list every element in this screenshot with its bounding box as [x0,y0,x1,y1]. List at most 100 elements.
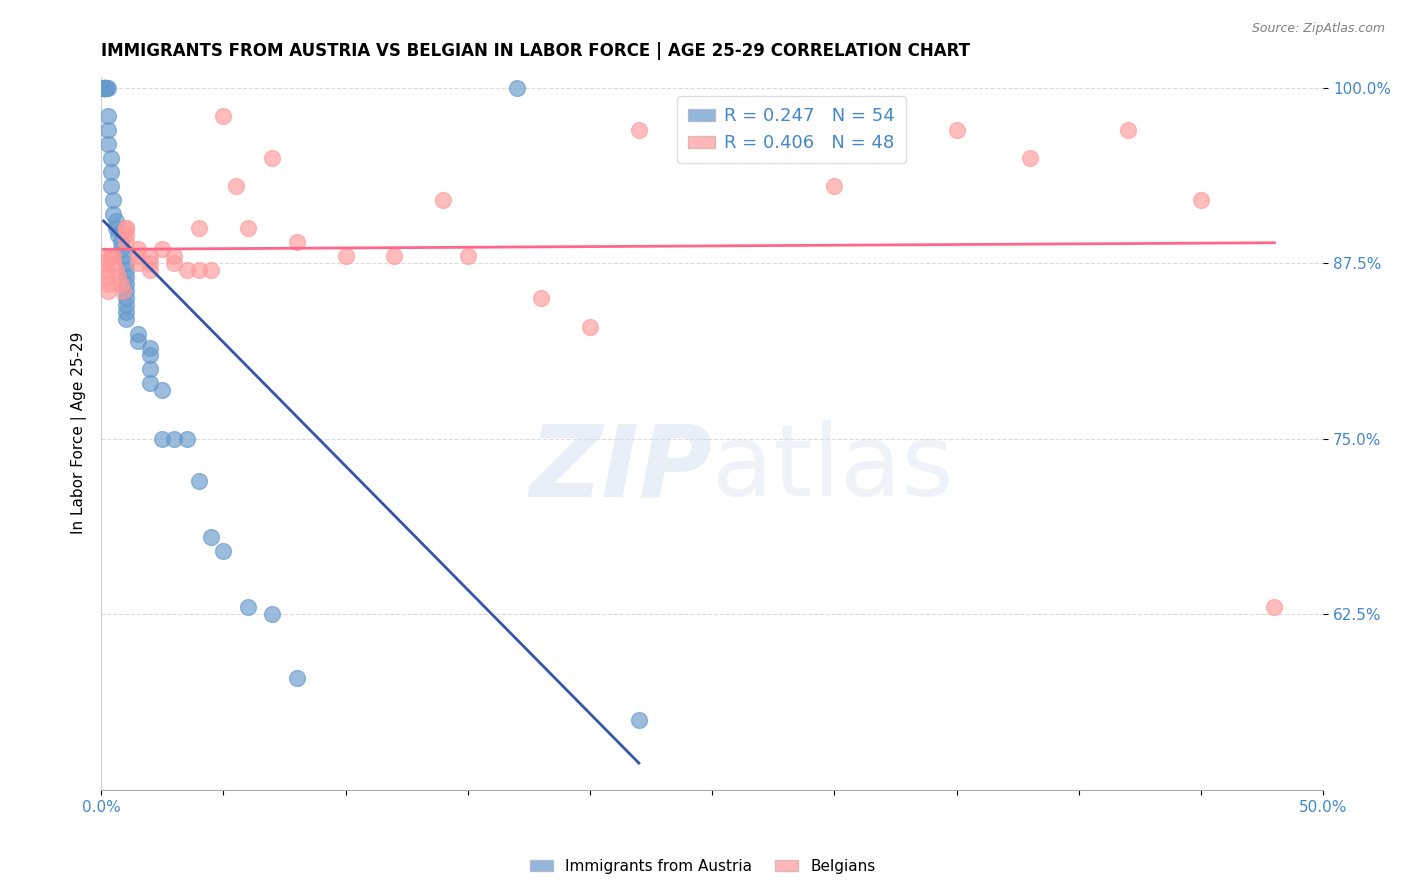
Point [114,235,136,250]
Point [93,80,115,95]
Point [1116,123,1139,137]
Point [176,263,198,277]
Point [187,263,209,277]
Legend: R = 0.247   N = 54, R = 0.406   N = 48: R = 0.247 N = 54, R = 0.406 N = 48 [678,96,905,163]
Point [103,207,125,221]
Point [127,326,149,341]
Point [579,319,602,334]
Point [163,256,186,270]
Point [285,671,308,685]
Point [112,285,135,299]
Point [163,432,186,446]
Point [97,277,120,292]
Point [100,249,122,263]
Point [97,80,120,95]
Point [93,80,115,95]
Point [110,242,132,256]
Point [104,221,127,235]
Point [139,341,162,355]
Point [627,123,650,137]
Point [384,249,406,263]
Point [93,256,115,270]
Point [163,249,186,263]
Text: Source: ZipAtlas.com: Source: ZipAtlas.com [1251,22,1385,36]
Point [104,263,127,277]
Point [93,80,115,95]
Point [187,474,209,488]
Point [97,109,120,123]
Point [103,193,125,207]
Point [93,80,115,95]
Point [1019,151,1042,165]
Point [262,607,284,622]
Y-axis label: In Labor Force | Age 25-29: In Labor Force | Age 25-29 [72,332,87,534]
Point [93,249,115,263]
Point [104,214,127,228]
Point [176,432,198,446]
Point [127,256,149,270]
Point [114,221,136,235]
Point [139,361,162,376]
Point [97,136,120,151]
Point [262,151,284,165]
Point [139,249,162,263]
Point [93,80,115,95]
Point [114,305,136,319]
Point [150,242,173,256]
Point [94,80,117,95]
Point [114,221,136,235]
Point [139,256,162,270]
Point [112,249,135,263]
Point [94,270,117,285]
Text: ZIP: ZIP [529,420,713,517]
Point [139,348,162,362]
Point [107,270,129,285]
Point [823,179,845,194]
Point [110,277,132,292]
Point [94,80,117,95]
Point [93,80,115,95]
Point [94,263,117,277]
Point [150,383,173,397]
Point [94,80,117,95]
Point [150,432,173,446]
Point [285,235,308,250]
Point [200,530,222,544]
Point [114,292,136,306]
Point [530,292,553,306]
Point [114,270,136,285]
Point [505,80,527,95]
Point [457,249,479,263]
Point [114,285,136,299]
Point [127,334,149,348]
Point [1263,600,1285,615]
Point [103,249,125,263]
Point [200,263,222,277]
Point [225,179,247,194]
Point [127,249,149,263]
Point [97,285,120,299]
Point [627,713,650,727]
Point [236,600,259,615]
Point [236,221,259,235]
Point [127,242,149,256]
Point [103,256,125,270]
Point [110,235,132,250]
Point [100,165,122,179]
Point [114,256,136,270]
Legend: Immigrants from Austria, Belgians: Immigrants from Austria, Belgians [524,853,882,880]
Point [114,228,136,243]
Point [114,298,136,312]
Point [97,123,120,137]
Point [432,193,454,207]
Point [139,376,162,390]
Text: atlas: atlas [713,420,953,517]
Point [212,544,235,558]
Point [945,123,967,137]
Point [93,80,115,95]
Point [335,249,357,263]
Text: IMMIGRANTS FROM AUSTRIA VS BELGIAN IN LABOR FORCE | AGE 25-29 CORRELATION CHART: IMMIGRANTS FROM AUSTRIA VS BELGIAN IN LA… [101,42,970,60]
Point [187,221,209,235]
Point [100,179,122,194]
Point [100,151,122,165]
